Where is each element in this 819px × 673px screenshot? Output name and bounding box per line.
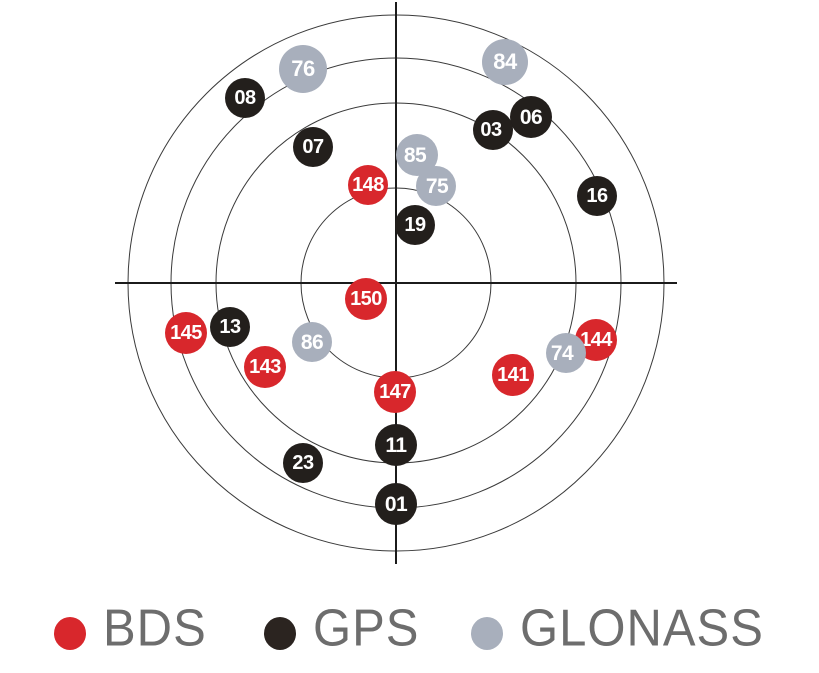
satellite-label-76: 76 (291, 56, 315, 81)
satellite-marker-86[interactable]: 86 (292, 322, 332, 362)
satellite-marker-19[interactable]: 19 (395, 205, 435, 245)
satellite-label-148: 148 (352, 174, 384, 196)
satellite-label-74: 74 (550, 341, 574, 365)
satellite-label-13: 13 (219, 316, 241, 338)
satellite-marker-147[interactable]: 147 (374, 371, 416, 413)
polar-grid-axes (115, 2, 677, 564)
satellite-label-145: 145 (170, 322, 202, 344)
legend-label-gps: GPS (313, 600, 420, 658)
legend-label-glonass: GLONASS (520, 600, 764, 658)
satellite-label-08: 08 (234, 87, 256, 109)
satellite-label-01: 01 (384, 492, 408, 516)
legend-dot-gps (264, 617, 296, 650)
legend-dot-bds (54, 617, 86, 650)
legend-dot-glonass (471, 617, 503, 650)
legend: BDS GPS GLONASS (0, 585, 819, 673)
satellite-marker-150[interactable]: 150 (345, 278, 387, 320)
satellite-marker-13[interactable]: 13 (210, 307, 250, 347)
satellite-label-144: 144 (580, 329, 612, 351)
skyplot-grid-svg (115, 2, 677, 564)
satellite-marker-06[interactable]: 06 (510, 96, 552, 138)
satellite-marker-148[interactable]: 148 (348, 165, 388, 205)
satellite-label-16: 16 (586, 185, 608, 207)
satellite-label-84: 84 (493, 49, 517, 74)
satellite-label-11: 11 (385, 433, 407, 457)
satellite-label-07: 07 (302, 136, 324, 158)
satellite-marker-141[interactable]: 141 (492, 354, 534, 396)
legend-label-bds: BDS (103, 600, 207, 658)
satellite-label-141: 141 (497, 364, 529, 386)
satellite-label-147: 147 (379, 381, 411, 403)
satellite-label-86: 86 (300, 330, 324, 354)
satellite-marker-84[interactable]: 84 (482, 39, 528, 85)
satellite-label-23: 23 (292, 452, 314, 474)
satellite-marker-08[interactable]: 08 (225, 78, 265, 118)
satellite-marker-03[interactable]: 03 (473, 110, 513, 150)
satellite-marker-23[interactable]: 23 (283, 443, 323, 483)
satellite-label-06: 06 (519, 105, 543, 129)
satellite-marker-01[interactable]: 01 (375, 483, 417, 525)
satellite-marker-74[interactable]: 74 (546, 333, 586, 373)
satellite-label-19: 19 (404, 214, 426, 236)
satellite-label-03: 03 (480, 119, 502, 141)
satellite-label-143: 143 (249, 356, 281, 378)
satellite-marker-11[interactable]: 11 (375, 424, 417, 466)
satellite-marker-16[interactable]: 16 (577, 176, 617, 216)
satellite-label-150: 150 (350, 288, 382, 310)
satellite-marker-143[interactable]: 143 (244, 346, 286, 388)
satellite-marker-145[interactable]: 145 (165, 312, 207, 354)
satellite-marker-76[interactable]: 76 (279, 45, 327, 93)
skyplot-plot-area: 76 84 08 06 03 07 85 148 75 16 19 150 13 145 144 86 74 14… (115, 2, 677, 564)
satellite-marker-07[interactable]: 07 (293, 127, 333, 167)
satellite-label-85: 85 (403, 143, 427, 167)
satellite-label-75: 75 (425, 174, 449, 198)
satellite-marker-75[interactable]: 75 (416, 166, 456, 206)
